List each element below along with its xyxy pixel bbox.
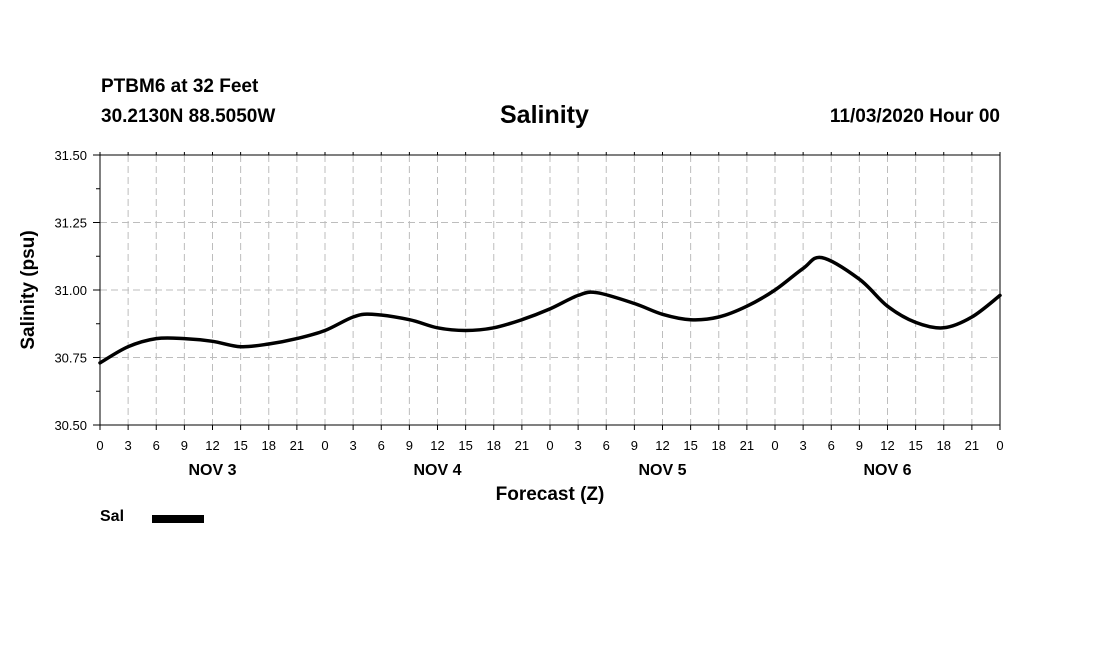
salinity-series-line [98,255,1002,365]
grid-lines [100,155,1000,425]
x-tick-label: 0 [546,438,553,453]
x-tick-label: 15 [458,438,472,453]
x-tick-label: 0 [96,438,103,453]
x-tick-label: 18 [262,438,276,453]
x-tick-label: 6 [828,438,835,453]
y-tick-label: 30.75 [54,351,87,366]
day-label: NOV 6 [863,462,911,479]
x-tick-label: 12 [880,438,894,453]
x-tick-label: 21 [515,438,529,453]
x-tick-label: 15 [233,438,247,453]
x-tick-label: 12 [655,438,669,453]
x-tick-label: 21 [965,438,979,453]
x-tick-label: 9 [856,438,863,453]
x-tick-label: 3 [800,438,807,453]
legend-label-sal: Sal [100,508,125,525]
y-tick-label: 31.00 [54,283,87,298]
x-tick-label: 15 [683,438,697,453]
x-tick-label: 6 [378,438,385,453]
station-coordinates: 30.2130N 88.5050W [101,106,276,127]
y-tick-label: 30.50 [54,418,87,433]
x-tick-label: 21 [290,438,304,453]
x-tick-label: 18 [487,438,501,453]
y-tick-labels: 30.50 30.75 31.00 31.25 31.50 [54,148,87,433]
y-tick-label: 31.25 [54,216,87,231]
x-tick-label: 3 [350,438,357,453]
day-label: NOV 4 [413,462,461,479]
x-tick-label: 6 [603,438,610,453]
x-tick-label: 0 [321,438,328,453]
y-tick-label: 31.50 [54,148,87,163]
legend-swatch-sal [152,514,205,523]
x-tick-label: 9 [406,438,413,453]
x-tick-label: 0 [771,438,778,453]
y-axis-label: Salinity (psu) [18,230,39,349]
x-tick-label: 3 [575,438,582,453]
x-tick-label: 6 [153,438,160,453]
x-tick-label: 12 [430,438,444,453]
x-tick-label: 3 [125,438,132,453]
x-axis-label: Forecast (Z) [496,484,605,505]
x-tick-label: 18 [712,438,726,453]
station-name: PTBM6 at 32 Feet [101,76,259,97]
x-tick-label: 9 [631,438,638,453]
axis-ticks [93,152,1001,430]
x-tick-label: 21 [740,438,754,453]
day-label: NOV 5 [638,462,686,479]
day-labels: NOV 3 NOV 4 NOV 5 NOV 6 [188,462,911,479]
chart-title: Salinity [500,101,589,129]
legend: Sal [100,508,205,526]
day-label: NOV 3 [188,462,236,479]
x-tick-labels: 0 3 6 9 12 15 18 21 0 3 6 9 12 15 18 21 0 3 6 9 12 15 18 21 0 3 6 9… [96,438,1003,453]
x-tick-label: 0 [996,438,1003,453]
x-tick-label: 9 [181,438,188,453]
x-tick-label: 18 [937,438,951,453]
plot-frame [99,154,1001,426]
x-tick-label: 15 [908,438,922,453]
forecast-date: 11/03/2020 Hour 00 [829,106,1000,127]
x-tick-label: 12 [205,438,219,453]
